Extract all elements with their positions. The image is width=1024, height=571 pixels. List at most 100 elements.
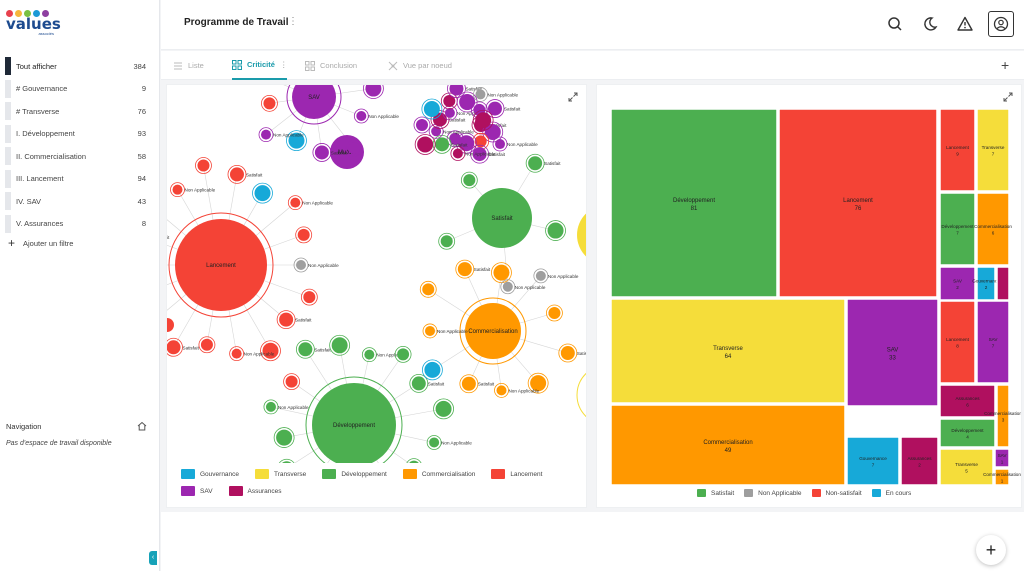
filter-item[interactable]: III. Lancement 94 <box>5 168 150 191</box>
treemap-chart[interactable]: Développement81Lancement76Lancement9Tran… <box>597 85 1022 486</box>
alert-icon[interactable] <box>955 14 975 34</box>
bubble-node-ring <box>491 262 512 284</box>
legend-swatch <box>744 489 754 497</box>
title-menu-button[interactable]: ⋮ <box>288 16 298 27</box>
bubble-node-label: Non Applicable <box>185 188 216 193</box>
treemap-cell[interactable] <box>846 436 900 486</box>
treemap-cell-value: 6 <box>992 231 995 236</box>
filter-item[interactable]: V. Assurances 8 <box>5 213 150 236</box>
treemap-legend-item[interactable]: Satisfait <box>697 489 734 497</box>
add-filter-button[interactable]: + Ajouter un filtre <box>8 236 73 250</box>
treemap-cell[interactable] <box>900 436 939 486</box>
bubble-node-label: Non Applicable <box>508 388 539 393</box>
treemap-legend-item[interactable]: En cours <box>871 489 911 497</box>
treemap-cell[interactable] <box>939 300 976 384</box>
bubble-legend-item[interactable]: Transverse <box>255 469 306 479</box>
treemap-cell[interactable] <box>939 384 996 418</box>
treemap-cell[interactable] <box>939 192 976 266</box>
filter-item[interactable]: I. Développement 93 <box>5 123 150 146</box>
treemap-cell[interactable] <box>996 266 1010 301</box>
bubble-node <box>229 167 244 182</box>
expand-icon[interactable] <box>568 92 578 102</box>
bubble-node-label: Satisfait <box>246 172 263 177</box>
treemap-cell[interactable] <box>610 298 846 404</box>
treemap-cell-label: Gouvernance <box>972 279 1000 284</box>
criticite-treemap-panel: Développement 81 Lancement 76 Lancement 9 Tran… <box>596 84 1022 508</box>
treemap-cell[interactable] <box>939 108 976 192</box>
expand-icon[interactable] <box>1003 92 1013 102</box>
tab-criticite[interactable]: Criticité ⋮ <box>232 51 288 80</box>
treemap-cell-label: Gouvernance <box>859 456 887 461</box>
bubble-node-ring <box>525 153 545 173</box>
bubble-node <box>364 349 375 360</box>
bubble-node <box>435 400 452 417</box>
page-title: Programme de Travail <box>184 17 289 28</box>
logo-dots <box>6 10 66 17</box>
filter-item[interactable]: # Gouvernance 9 <box>5 78 150 101</box>
tab-vue-par-noeud[interactable]: Vue par noeud <box>388 51 452 80</box>
bubble-legend-item[interactable]: Commercialisation <box>402 469 475 479</box>
treemap-cell[interactable] <box>846 298 939 407</box>
bubble-node-label: Satisfait <box>167 235 170 240</box>
bubble-node-ring <box>260 340 281 362</box>
bubble-legend-item[interactable]: SAV <box>181 486 213 496</box>
treemap-cell[interactable] <box>939 448 994 486</box>
bubble-node-label: Non Applicable <box>465 152 496 157</box>
search-icon[interactable] <box>885 14 905 34</box>
logo-dot <box>6 10 13 17</box>
filter-item[interactable]: Tout afficher 384 <box>5 55 150 78</box>
bubble-node-ring <box>261 94 278 112</box>
add-fab-button[interactable]: + <box>976 535 1006 565</box>
bubble-node-ring <box>295 226 313 244</box>
treemap-cell[interactable] <box>996 384 1010 448</box>
home-icon[interactable] <box>137 421 147 431</box>
treemap-cell[interactable] <box>976 300 1010 384</box>
filter-item[interactable]: IV. SAV 43 <box>5 190 150 213</box>
filter-item[interactable]: II. Commercialisation 58 <box>5 145 150 168</box>
treemap-cell[interactable] <box>778 108 938 298</box>
treemap-legend-item[interactable]: Non-satisfait <box>811 489 862 497</box>
bubble-node <box>167 340 181 355</box>
bubble-legend-item[interactable]: Développement <box>322 469 387 479</box>
treemap-cell-label: Lancement <box>946 145 969 150</box>
bubble-hub-label: Commercialisation <box>468 329 517 335</box>
bubble-node <box>397 348 410 361</box>
bubble-legend-item[interactable]: Assurances <box>228 486 282 496</box>
sidebar-collapse-button[interactable]: ‹ <box>149 551 157 565</box>
bubble-node <box>254 185 271 202</box>
tab-menu-icon[interactable]: ⋮ <box>279 60 288 69</box>
treemap-cell[interactable] <box>976 266 996 301</box>
bubble-node <box>457 262 472 277</box>
tab-conclusion[interactable]: Conclusion <box>305 51 357 80</box>
moon-icon[interactable] <box>920 14 940 34</box>
bubble-node-ring <box>286 130 307 152</box>
bubble-legend-item[interactable]: Gouvernance <box>181 469 239 479</box>
bubble-node <box>560 346 575 361</box>
legend-swatch <box>255 469 270 479</box>
bubble-node-label: Non Applicable <box>376 353 407 358</box>
treemap-cell[interactable] <box>976 108 1010 192</box>
treemap-cell-value: 7 <box>992 152 995 157</box>
treemap-cell[interactable] <box>939 266 976 301</box>
treemap-cell-label: Assurances <box>907 456 932 461</box>
treemap-cell[interactable] <box>610 108 778 298</box>
bubble-network-chart[interactable]: Lancement Développement Commercialisation S… <box>167 85 587 507</box>
treemap-cell-value: 6 <box>966 403 969 408</box>
treemap-legend-item[interactable]: Non Applicable <box>744 489 802 497</box>
treemap-cell-value: 9 <box>956 152 959 157</box>
filter-item[interactable]: # Transverse 76 <box>5 100 150 123</box>
treemap-cell[interactable] <box>976 192 1010 266</box>
user-account-button[interactable] <box>988 11 1014 37</box>
tab-liste[interactable]: Liste <box>173 51 204 80</box>
bubble-node <box>285 375 298 388</box>
treemap-cell-value: 2 <box>956 285 959 290</box>
bubble-node-label: Satisfait <box>544 161 561 166</box>
values-logo[interactable]: values associés <box>6 10 66 38</box>
add-tab-button[interactable]: + <box>1001 57 1010 73</box>
filter-list: Tout afficher 384 # Gouvernance 9 # Transver… <box>5 55 150 235</box>
legend-swatch <box>871 489 881 497</box>
bubble-legend-item[interactable]: Lancement <box>491 469 542 479</box>
treemap-cell[interactable] <box>994 448 1010 468</box>
bubble-node-ring <box>421 98 443 120</box>
treemap-cell[interactable] <box>939 418 996 448</box>
